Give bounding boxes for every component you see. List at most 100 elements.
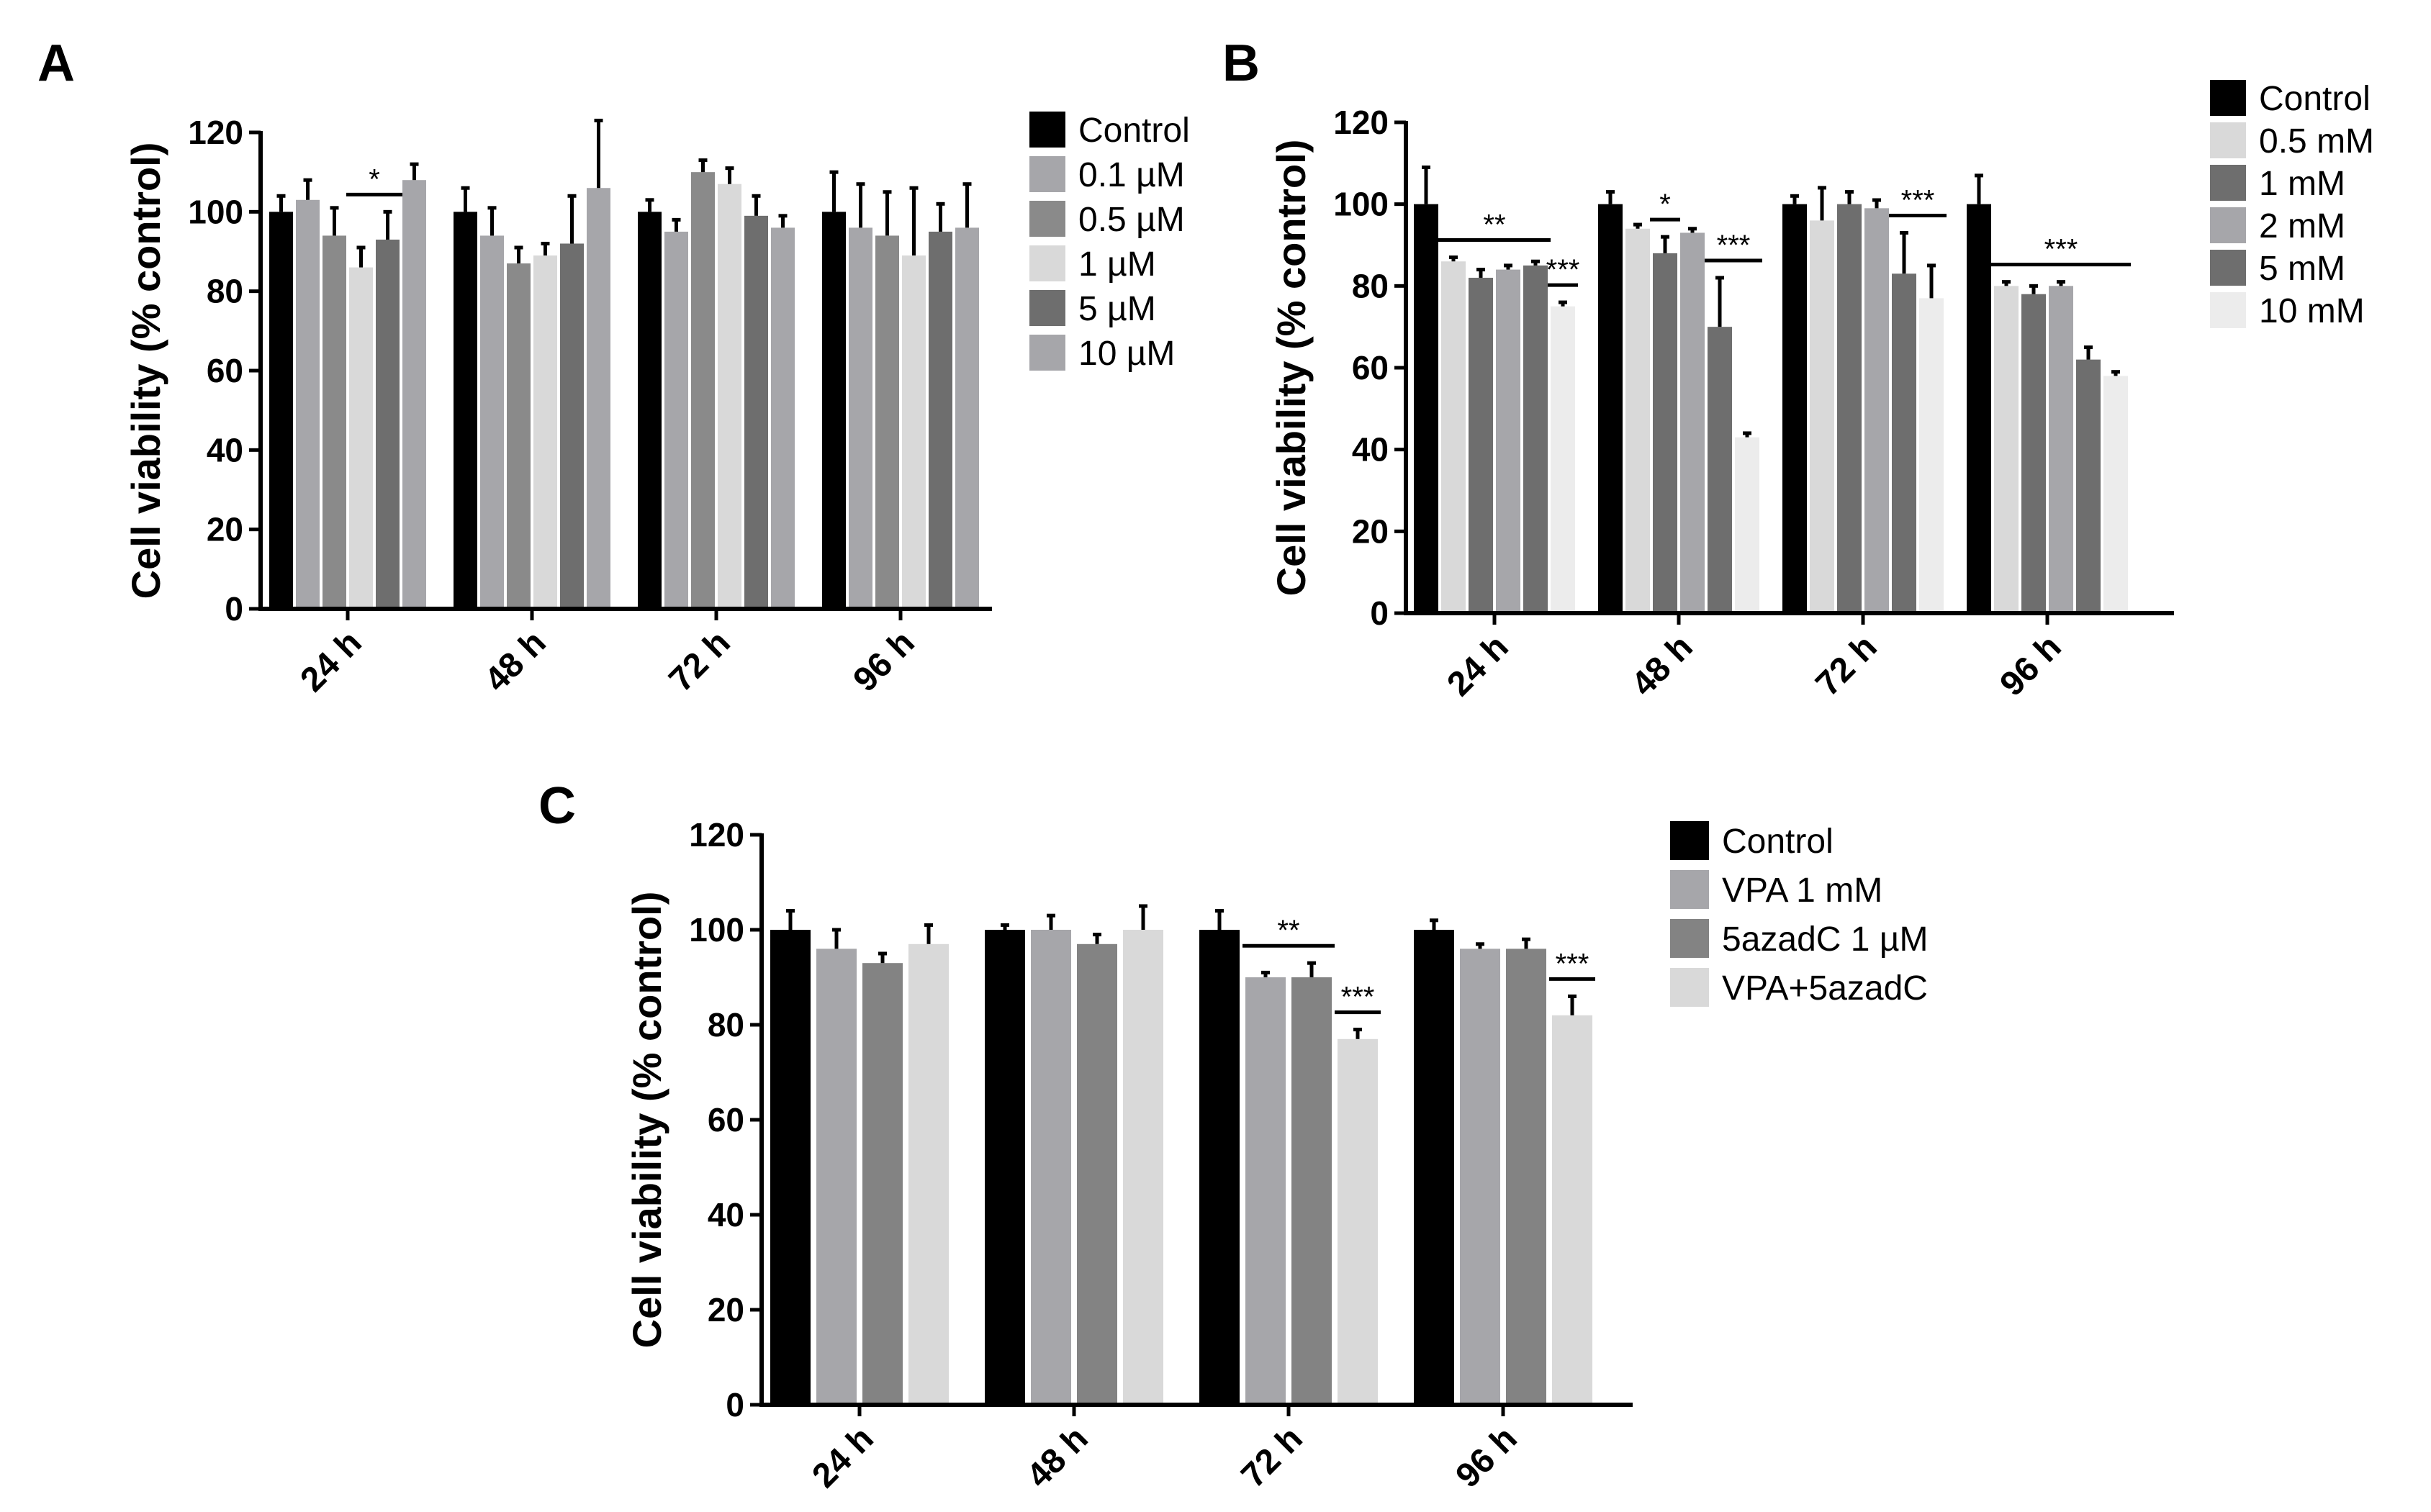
legend-swatch [1029, 290, 1065, 326]
legend-swatch [2210, 122, 2246, 158]
bar [507, 263, 531, 609]
x-tick-label: 48 h [1624, 628, 1700, 703]
panel-a: A Cell viability (% control) 24 h 48 h 72 h 9… [37, 35, 1190, 700]
bar [929, 231, 952, 610]
x-tick-label: 48 h [1019, 1419, 1095, 1495]
legend-item: 0.1 µM [1029, 156, 1185, 194]
bar [1338, 1038, 1378, 1405]
y-tick-label: 40 [207, 431, 243, 468]
panel-label: A [37, 35, 75, 92]
legend-label: 5 mM [2259, 250, 2345, 288]
bar [454, 212, 477, 609]
y-tick-label: 0 [225, 590, 243, 628]
legend-item: Control [2210, 80, 2371, 118]
legend-swatch [1029, 245, 1065, 281]
legend-swatch [1670, 821, 1709, 860]
legend-item: 5 mM [2210, 250, 2345, 288]
legend: Control VPA 1 mM 5azadC 1 µM VPA+5azadC [1670, 821, 1928, 1008]
bar [1680, 232, 1705, 613]
x-tick-label: 96 h [846, 623, 921, 699]
legend-label: Control [1078, 112, 1190, 150]
legend-swatch [1670, 870, 1709, 909]
legend-item: VPA+5azadC [1670, 968, 1928, 1008]
legend-item: 10 mM [2210, 292, 2365, 330]
significance-label: ** [1483, 209, 1505, 241]
bar [1077, 943, 1117, 1405]
bar [480, 235, 504, 609]
bar [1551, 306, 1575, 613]
bar [985, 930, 1025, 1405]
y-tick-label: 20 [708, 1291, 744, 1328]
bar [1552, 1015, 1592, 1405]
bar [1523, 265, 1548, 613]
bar [1496, 269, 1520, 613]
bar [2076, 359, 2101, 613]
bar [269, 212, 293, 609]
legend-item: 0.5 µM [1029, 201, 1185, 239]
y-tick-label: 0 [726, 1386, 744, 1423]
legend-item: Control [1029, 112, 1190, 150]
legend-label: Control [2259, 80, 2371, 118]
legend-swatch [1670, 919, 1709, 958]
legend-swatch [2210, 250, 2246, 286]
x-tick-label: 72 h [662, 623, 737, 699]
x-tick-label: 96 h [1448, 1419, 1524, 1495]
bar [664, 231, 688, 610]
legend-label: 2 mM [2259, 207, 2345, 245]
legend-swatch [1029, 112, 1065, 148]
legend-item: VPA 1 mM [1670, 870, 1882, 910]
bar [1919, 298, 1944, 613]
legend: Control 0.5 mM 1 mM 2 mM 5 mM 10 mM [2210, 80, 2374, 330]
bar [822, 212, 846, 609]
x-tick-label: 24 h [1440, 628, 1515, 703]
legend-item: Control [1670, 821, 1834, 861]
y-tick-label: 120 [188, 114, 243, 151]
panel-b: B Cell viability (% control) 24 h 48 h 72 h 9… [1222, 35, 2374, 704]
bar [2021, 294, 2046, 613]
x-tick-label: 72 h [1808, 628, 1884, 703]
y-tick-label: 80 [1352, 267, 1389, 304]
legend-swatch [1029, 335, 1065, 371]
legend-swatch [2210, 207, 2246, 243]
legend-label: 5 µM [1078, 290, 1156, 328]
bar [1653, 253, 1677, 613]
legend-item: 1 mM [2210, 165, 2345, 203]
x-tick-label: 24 h [805, 1419, 880, 1495]
bar [402, 180, 426, 609]
legend-label: 1 µM [1078, 245, 1156, 284]
significance-label: * [369, 163, 380, 195]
bar [1245, 977, 1286, 1405]
bar [1735, 437, 1759, 613]
bar [1892, 273, 1916, 613]
bar [1414, 204, 1438, 614]
y-tick-label: 60 [207, 352, 243, 389]
significance-label: *** [1546, 254, 1580, 286]
y-axis-title: Cell viability (% control) [624, 892, 669, 1349]
legend-swatch [1029, 156, 1065, 192]
legend-swatch [2210, 165, 2246, 201]
legend-item: 5 µM [1029, 290, 1156, 328]
bar [1625, 228, 1650, 613]
bar [1598, 204, 1623, 614]
legend-item: 5azadC 1 µM [1670, 919, 1928, 959]
y-tick-label: 120 [689, 816, 744, 854]
bar [1441, 261, 1466, 613]
bar [908, 943, 949, 1405]
legend-label: 10 mM [2259, 292, 2365, 330]
bar [2049, 286, 2073, 613]
bar [2103, 376, 2128, 613]
significance-label: *** [1556, 948, 1589, 979]
bar [1837, 204, 1862, 614]
legend-item: 0.5 mM [2210, 122, 2374, 160]
y-tick-label: 20 [1352, 512, 1389, 550]
bar [771, 227, 795, 609]
bar [1864, 208, 1889, 614]
legend-swatch [1670, 968, 1709, 1007]
bar [1414, 930, 1454, 1405]
bar [875, 235, 899, 609]
legend-swatch [2210, 80, 2246, 116]
bar [1810, 220, 1834, 613]
bar [1199, 930, 1240, 1405]
bar [691, 172, 715, 609]
